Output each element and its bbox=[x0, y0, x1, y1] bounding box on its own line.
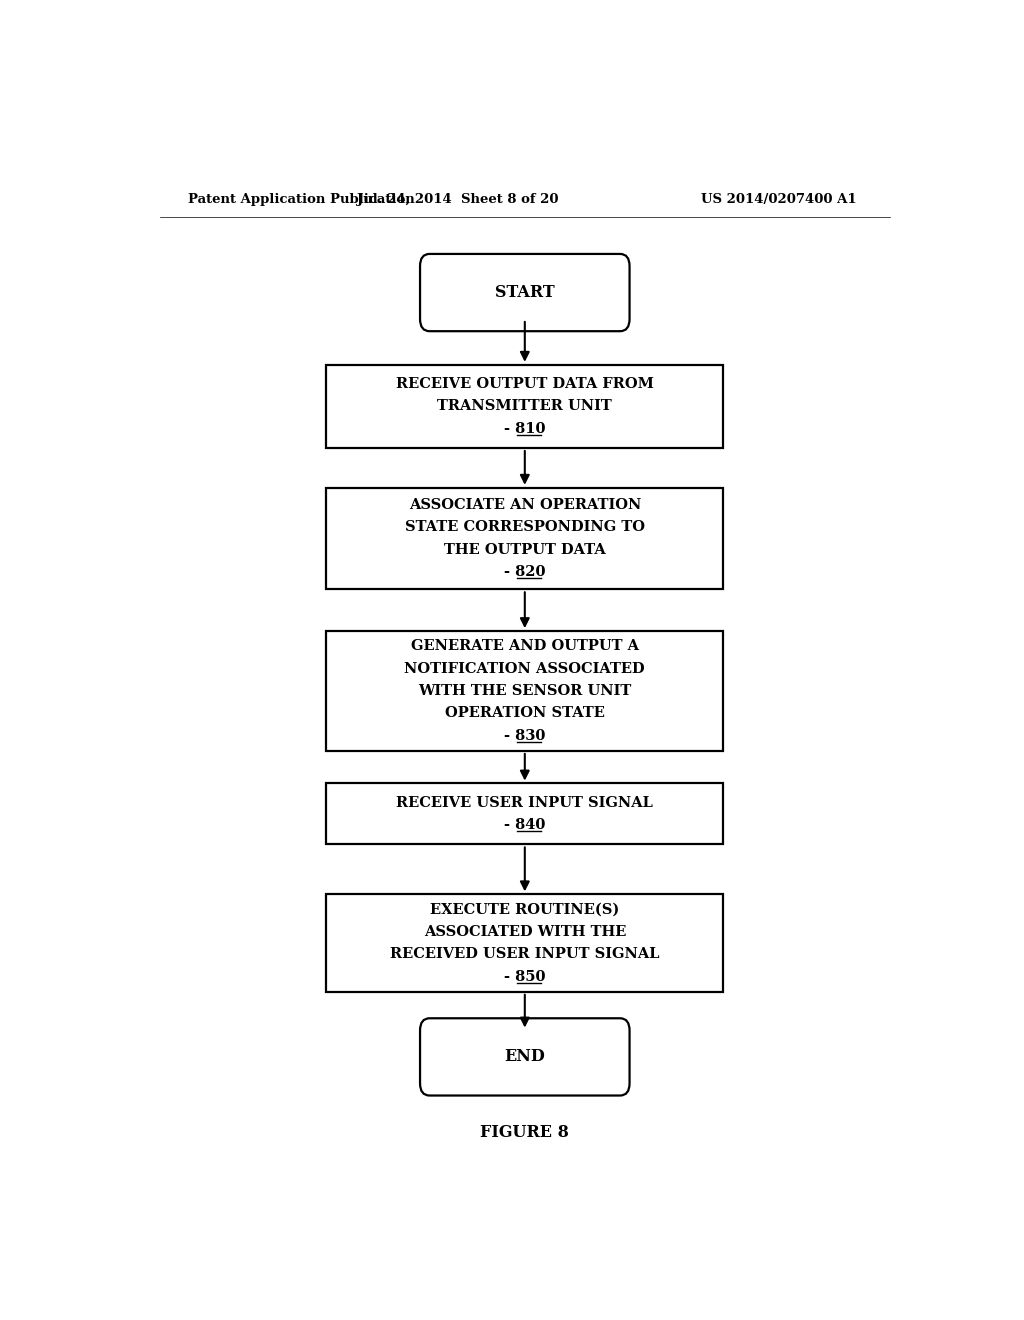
Text: Patent Application Publication: Patent Application Publication bbox=[187, 193, 415, 206]
Text: - 850: - 850 bbox=[504, 970, 546, 983]
FancyBboxPatch shape bbox=[327, 784, 723, 845]
Text: - 830: - 830 bbox=[504, 729, 546, 743]
Text: ASSOCIATE AN OPERATION: ASSOCIATE AN OPERATION bbox=[409, 498, 641, 512]
Text: - 840: - 840 bbox=[504, 818, 546, 832]
Text: OPERATION STATE: OPERATION STATE bbox=[444, 706, 605, 721]
Text: RECEIVE OUTPUT DATA FROM: RECEIVE OUTPUT DATA FROM bbox=[396, 378, 653, 391]
Text: FIGURE 8: FIGURE 8 bbox=[480, 1123, 569, 1140]
Text: - 810: - 810 bbox=[504, 422, 546, 436]
Text: - 810: - 810 bbox=[504, 422, 546, 436]
Text: GENERATE AND OUTPUT A: GENERATE AND OUTPUT A bbox=[411, 639, 639, 653]
Text: -: - bbox=[519, 970, 530, 983]
Text: - 830: - 830 bbox=[504, 729, 546, 743]
FancyBboxPatch shape bbox=[327, 894, 723, 991]
Text: -: - bbox=[519, 422, 530, 436]
Text: START: START bbox=[495, 284, 555, 301]
Text: THE OUTPUT DATA: THE OUTPUT DATA bbox=[444, 543, 605, 557]
Text: TRANSMITTER UNIT: TRANSMITTER UNIT bbox=[437, 400, 612, 413]
FancyBboxPatch shape bbox=[327, 631, 723, 751]
FancyBboxPatch shape bbox=[420, 1018, 630, 1096]
Text: - 820: - 820 bbox=[504, 565, 546, 579]
Text: WITH THE SENSOR UNIT: WITH THE SENSOR UNIT bbox=[418, 684, 632, 698]
Text: Jul. 24, 2014  Sheet 8 of 20: Jul. 24, 2014 Sheet 8 of 20 bbox=[356, 193, 558, 206]
Text: 840: 840 bbox=[510, 818, 540, 832]
Text: END: END bbox=[505, 1048, 545, 1065]
Text: 850: 850 bbox=[510, 970, 540, 983]
Text: -: - bbox=[519, 729, 530, 743]
Text: 810: 810 bbox=[510, 422, 540, 436]
Text: 830: 830 bbox=[510, 729, 540, 743]
Text: STATE CORRESPONDING TO: STATE CORRESPONDING TO bbox=[404, 520, 645, 535]
Text: RECEIVED USER INPUT SIGNAL: RECEIVED USER INPUT SIGNAL bbox=[390, 948, 659, 961]
FancyBboxPatch shape bbox=[327, 364, 723, 447]
Text: - 820: - 820 bbox=[504, 565, 546, 579]
Text: -: - bbox=[519, 565, 530, 579]
Text: RECEIVE USER INPUT SIGNAL: RECEIVE USER INPUT SIGNAL bbox=[396, 796, 653, 809]
Text: 820: 820 bbox=[510, 565, 540, 579]
Text: US 2014/0207400 A1: US 2014/0207400 A1 bbox=[701, 193, 856, 206]
Text: ASSOCIATED WITH THE: ASSOCIATED WITH THE bbox=[424, 925, 626, 939]
Text: -: - bbox=[519, 818, 530, 832]
Text: - 840: - 840 bbox=[504, 818, 546, 832]
Text: EXECUTE ROUTINE(S): EXECUTE ROUTINE(S) bbox=[430, 903, 620, 916]
Text: - 850: - 850 bbox=[504, 970, 546, 983]
FancyBboxPatch shape bbox=[420, 253, 630, 331]
Text: NOTIFICATION ASSOCIATED: NOTIFICATION ASSOCIATED bbox=[404, 661, 645, 676]
FancyBboxPatch shape bbox=[327, 487, 723, 589]
